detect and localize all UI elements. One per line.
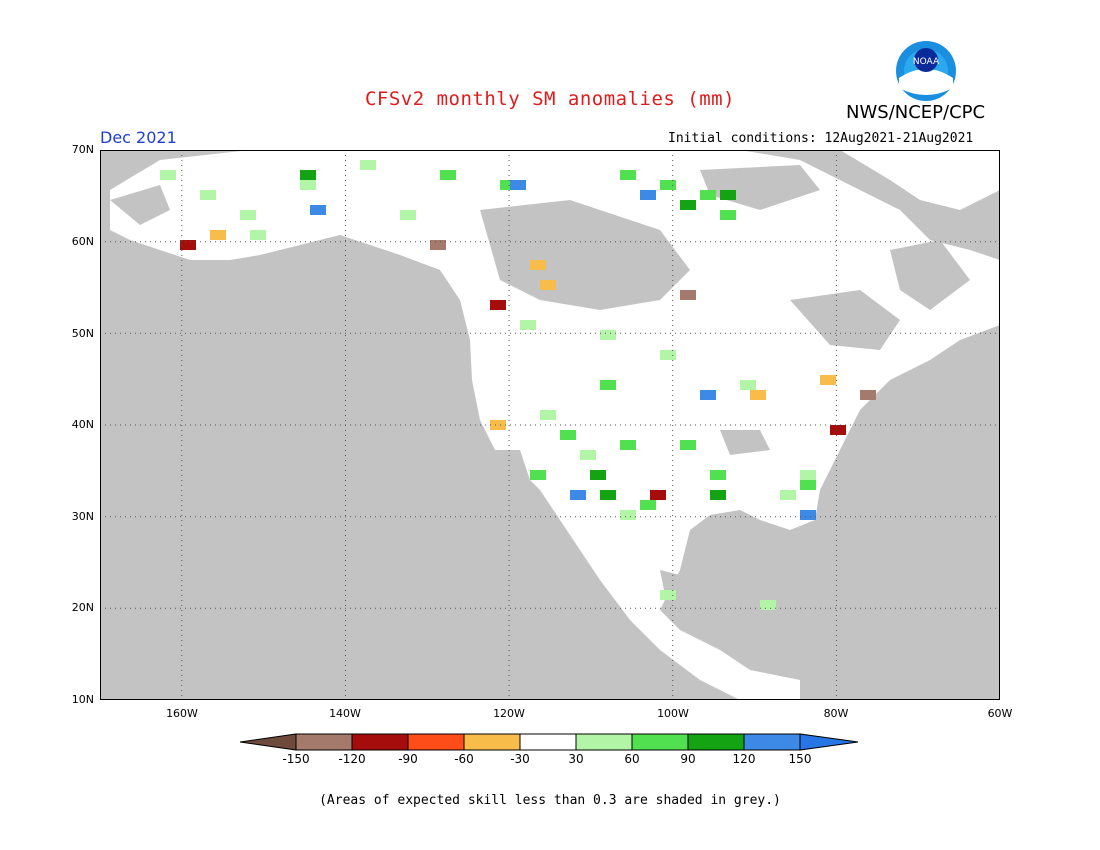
colorbar-tick: 90 <box>680 752 696 766</box>
colorbar-bin <box>575 733 633 751</box>
lat-label-50n: 50N <box>71 327 94 340</box>
graticule <box>100 150 1000 700</box>
colorbar-tick: -90 <box>398 752 418 766</box>
soil-moisture-map <box>100 150 1000 700</box>
colorbar-bin <box>519 733 577 751</box>
colorbar-tick: -120 <box>338 752 366 766</box>
colorbar-tick: 60 <box>624 752 640 766</box>
colorbar-tick: 150 <box>788 752 812 766</box>
colorbar-lower-arrow <box>240 733 297 751</box>
colorbar-tick: 120 <box>732 752 756 766</box>
lon-label-140w: 140W <box>329 707 361 720</box>
low-skill-areas <box>110 165 970 620</box>
logo-lettering: NOAA <box>913 57 940 67</box>
skill-note: (Areas of expected skill less than 0.3 a… <box>319 793 781 808</box>
colorbar-bin <box>351 733 409 751</box>
colorbar-bin <box>631 733 689 751</box>
colorbar-bin <box>295 733 353 751</box>
lon-label-160w: 160W <box>166 707 198 720</box>
agency-label: NWS/NCEP/CPC <box>846 102 986 123</box>
colorbar-tick: 30 <box>568 752 584 766</box>
lon-label-100w: 100W <box>657 707 689 720</box>
lon-label-120w: 120W <box>493 707 525 720</box>
colorbar <box>240 733 859 751</box>
colorbar-bin <box>407 733 465 751</box>
anomaly-cells <box>160 160 876 610</box>
forecast-period: Dec 2021 <box>100 128 177 147</box>
colorbar-tick: -60 <box>454 752 474 766</box>
colorbar-bin <box>743 733 801 751</box>
lat-label-60n: 60N <box>71 235 94 248</box>
colorbar-bin <box>687 733 745 751</box>
lat-label-30n: 30N <box>71 510 94 523</box>
initial-conditions: Initial conditions: 12Aug2021-21Aug2021 <box>668 131 974 146</box>
lat-label-40n: 40N <box>71 418 94 431</box>
colorbar-tick: -30 <box>510 752 530 766</box>
lat-label-10n: 10N <box>71 693 94 706</box>
lon-label-80w: 80W <box>823 707 849 720</box>
lat-label-20n: 20N <box>71 601 94 614</box>
noaa-logo-icon: NOAA <box>896 41 956 101</box>
lat-label-70n: 70N <box>71 143 94 156</box>
colorbar-upper-arrow <box>799 733 859 751</box>
colorbar-tick: -150 <box>282 752 310 766</box>
lon-label-60w: 60W <box>987 707 1013 720</box>
map-title: CFSv2 monthly SM anomalies (mm) <box>364 88 736 110</box>
colorbar-bin <box>463 733 521 751</box>
